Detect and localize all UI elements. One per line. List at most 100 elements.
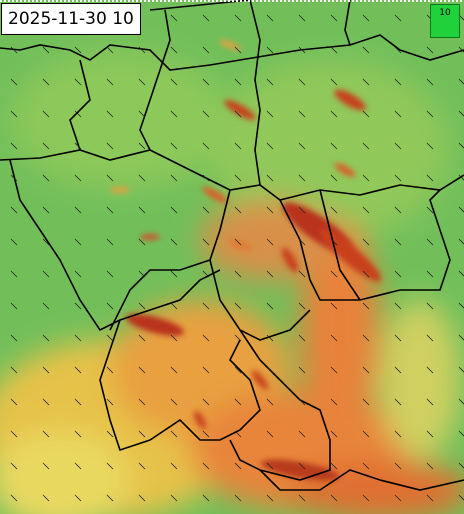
wind-arrow <box>74 430 82 438</box>
wind-arrow <box>298 334 306 342</box>
wind-arrow <box>298 462 306 470</box>
wind-arrow <box>458 270 464 277</box>
wind-arrow <box>330 462 338 470</box>
wind-arrow <box>42 334 50 342</box>
wind-arrow <box>170 398 178 406</box>
wind-arrow <box>74 206 82 214</box>
wind-arrow <box>458 206 464 213</box>
wind-arrow <box>42 398 50 406</box>
wind-arrow <box>266 174 274 182</box>
wind-arrow <box>394 14 402 22</box>
wind-arrow <box>10 462 18 470</box>
wind-arrow <box>138 398 146 406</box>
wind-arrow <box>394 206 402 214</box>
wind-arrow <box>138 46 146 54</box>
wind-arrow <box>202 142 210 150</box>
wind-arrow <box>362 366 370 374</box>
wind-arrow <box>426 366 434 374</box>
wind-arrow <box>458 238 464 245</box>
wind-arrow <box>394 430 402 438</box>
wind-arrow <box>266 206 274 214</box>
wind-arrow <box>394 46 402 54</box>
wind-arrow <box>458 366 464 373</box>
wind-arrow <box>266 366 274 374</box>
wind-arrow <box>106 110 114 118</box>
wind-arrow <box>10 142 18 150</box>
wind-arrow <box>170 494 178 502</box>
wind-arrow <box>74 366 82 374</box>
wind-arrow <box>458 78 464 85</box>
wind-arrow <box>138 174 146 182</box>
wind-arrow <box>42 238 50 246</box>
wind-arrow <box>298 238 306 246</box>
wind-arrow <box>298 302 306 310</box>
wind-arrow <box>42 142 50 150</box>
wind-arrow <box>138 366 146 374</box>
wind-arrow <box>170 270 178 278</box>
wind-arrow <box>74 334 82 342</box>
wind-arrow <box>394 302 402 310</box>
wind-arrow <box>106 142 114 150</box>
wind-arrow <box>266 334 274 342</box>
wind-arrow <box>10 46 18 54</box>
wind-arrow <box>458 46 464 53</box>
wind-arrow <box>170 110 178 118</box>
wind-arrow <box>106 430 114 438</box>
wind-arrow <box>10 430 18 438</box>
wind-arrow <box>298 494 306 502</box>
wind-arrow <box>266 462 274 470</box>
wind-arrow <box>234 270 242 278</box>
wind-arrow <box>10 174 18 182</box>
wind-arrow <box>458 14 464 21</box>
wind-arrow <box>426 110 434 118</box>
wind-arrow <box>74 238 82 246</box>
wind-arrow <box>394 238 402 246</box>
wind-arrow <box>202 174 210 182</box>
wind-arrow <box>42 78 50 86</box>
wind-arrow <box>42 302 50 310</box>
wind-arrow <box>106 206 114 214</box>
wind-arrow <box>298 430 306 438</box>
wind-arrow <box>330 110 338 118</box>
wind-arrow <box>106 78 114 86</box>
wind-arrow <box>42 174 50 182</box>
wind-arrow <box>426 206 434 214</box>
wind-arrow <box>10 366 18 374</box>
wind-arrow <box>394 366 402 374</box>
wind-arrow <box>266 142 274 150</box>
wind-arrow <box>202 270 210 278</box>
wind-arrow <box>74 270 82 278</box>
wind-arrow <box>330 78 338 86</box>
wind-arrow <box>330 302 338 310</box>
wind-arrow <box>298 78 306 86</box>
wind-arrow <box>234 238 242 246</box>
wind-arrow <box>426 302 434 310</box>
wind-arrow <box>10 206 18 214</box>
wind-arrow <box>426 398 434 406</box>
wind-arrow <box>170 462 178 470</box>
wind-arrow <box>138 430 146 438</box>
wind-arrow <box>426 174 434 182</box>
wind-arrow <box>426 430 434 438</box>
wind-arrow <box>362 398 370 406</box>
wind-arrow <box>106 270 114 278</box>
wind-arrow <box>362 494 370 502</box>
wind-arrow <box>426 270 434 278</box>
wind-arrow <box>170 366 178 374</box>
wind-arrow <box>298 142 306 150</box>
wind-arrow <box>138 206 146 214</box>
wind-arrow <box>394 110 402 118</box>
wind-arrow <box>330 430 338 438</box>
wind-arrow <box>170 206 178 214</box>
wind-arrow <box>106 398 114 406</box>
wind-arrow <box>266 238 274 246</box>
wind-arrow <box>42 110 50 118</box>
wind-arrow <box>202 14 210 22</box>
wind-arrow <box>330 46 338 54</box>
wind-arrow <box>330 14 338 22</box>
wind-arrow <box>202 302 210 310</box>
wind-arrow <box>138 270 146 278</box>
wind-arrow <box>138 462 146 470</box>
wind-arrow <box>234 302 242 310</box>
wind-arrow <box>234 430 242 438</box>
